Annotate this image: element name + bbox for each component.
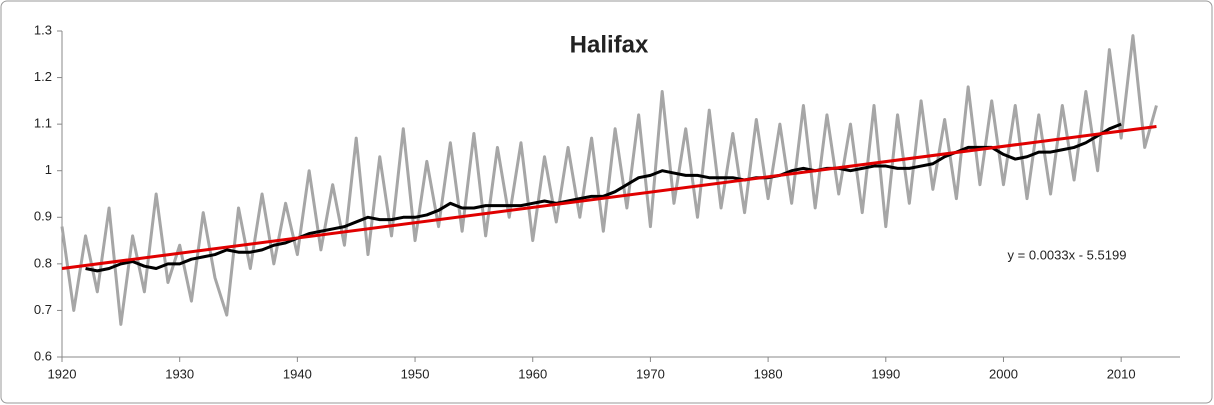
x-tick-label: 1960 (518, 366, 547, 381)
x-tick-label: 1950 (401, 366, 430, 381)
series-line (60, 34, 1158, 326)
x-tick-label: 2010 (1107, 366, 1136, 381)
x-tick-label: 1940 (283, 366, 312, 381)
x-tick-label: 2000 (989, 366, 1018, 381)
y-tick-label: 1 (45, 162, 52, 177)
series-line (61, 124, 1157, 271)
x-tick-label: 1930 (165, 366, 194, 381)
series-line (85, 122, 1122, 273)
y-tick-label: 1.1 (34, 116, 52, 131)
trend-equation: y = 0.0033x - 5.5199 (1008, 247, 1127, 262)
y-tick-label: 0.6 (34, 348, 52, 363)
y-tick-label: 0.8 (34, 255, 52, 270)
x-tick-label: 1970 (636, 366, 665, 381)
x-tick-label: 1980 (754, 366, 783, 381)
y-tick-label: 0.9 (34, 209, 52, 224)
x-tick-label: 1920 (48, 366, 77, 381)
y-tick-label: 1.3 (34, 22, 52, 37)
y-tick-label: 1.2 (34, 69, 52, 84)
chart-title: Halifax (570, 31, 649, 58)
x-tick-label: 1990 (871, 366, 900, 381)
y-tick-label: 0.7 (34, 302, 52, 317)
